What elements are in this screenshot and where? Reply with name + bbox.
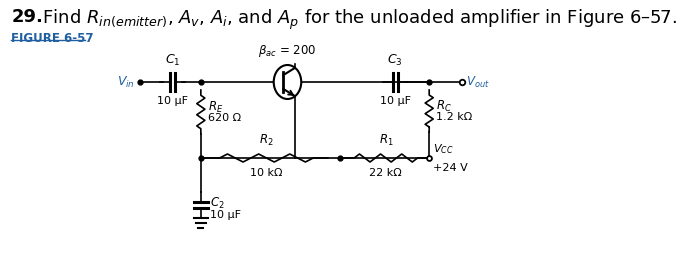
- Text: $C_3$: $C_3$: [387, 53, 403, 68]
- Text: $V_{CC}$: $V_{CC}$: [433, 142, 454, 156]
- Text: $C_2$: $C_2$: [210, 196, 225, 211]
- Text: 10 μF: 10 μF: [157, 96, 188, 106]
- Text: 22 kΩ: 22 kΩ: [370, 168, 402, 178]
- Text: Find $R_{in(emitter)}$, $A_v$, $A_i$, and $A_p$ for the unloaded amplifier in Fi: Find $R_{in(emitter)}$, $A_v$, $A_i$, an…: [31, 8, 677, 32]
- Text: $R_2$: $R_2$: [259, 133, 274, 148]
- Text: $V_{in}$: $V_{in}$: [118, 74, 135, 89]
- Text: $R_E$: $R_E$: [208, 100, 223, 115]
- Text: +24 V: +24 V: [433, 163, 468, 173]
- Text: $C_1$: $C_1$: [164, 53, 180, 68]
- Text: 29.: 29.: [11, 8, 43, 26]
- Text: 10 μF: 10 μF: [379, 96, 411, 106]
- Text: $R_1$: $R_1$: [379, 133, 393, 148]
- Text: FIGURE 6-57: FIGURE 6-57: [11, 32, 94, 45]
- Text: $V_{out}$: $V_{out}$: [466, 74, 489, 89]
- Text: 620 Ω: 620 Ω: [208, 113, 241, 123]
- Text: 1.2 kΩ: 1.2 kΩ: [437, 112, 473, 122]
- Text: 10 μF: 10 μF: [210, 210, 241, 220]
- Text: $R_C$: $R_C$: [437, 99, 452, 114]
- Text: 10 kΩ: 10 kΩ: [250, 168, 283, 178]
- Text: $\beta_{ac}$ = 200: $\beta_{ac}$ = 200: [258, 43, 316, 59]
